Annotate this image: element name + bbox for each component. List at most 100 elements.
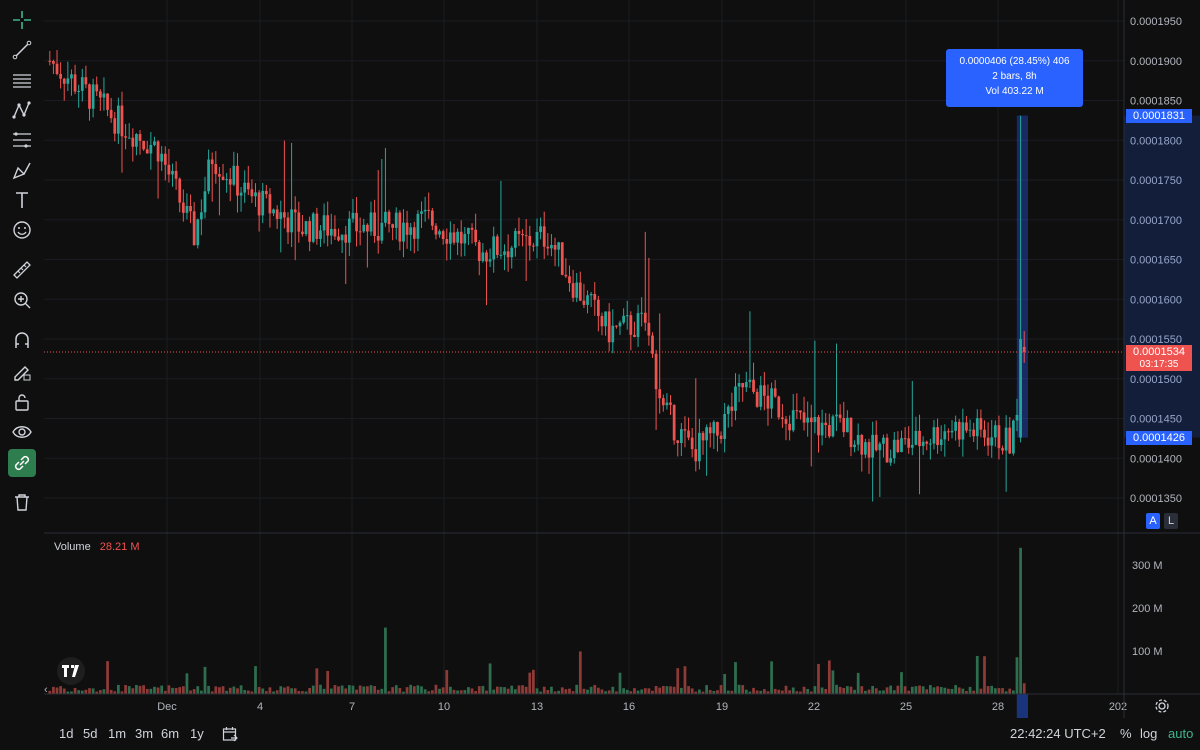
volume-bar <box>575 684 579 694</box>
time-tick-label: 202 <box>1109 701 1127 713</box>
magnet-tool[interactable] <box>8 326 36 354</box>
candle-body <box>842 417 846 433</box>
volume-bar <box>1008 688 1012 694</box>
tradingview-logo[interactable] <box>57 657 85 685</box>
range-5d[interactable]: 5d <box>83 726 98 741</box>
crosshair-tool[interactable] <box>8 6 36 34</box>
volume-bar <box>889 685 893 694</box>
volume-bar <box>416 685 420 694</box>
lock-drawing-tool[interactable] <box>8 358 36 386</box>
clock-timezone[interactable]: 22:42:24 UTC+2 <box>1010 726 1106 741</box>
text-tool[interactable] <box>8 186 36 214</box>
range-1y[interactable]: 1y <box>190 726 204 741</box>
candle-body <box>513 231 517 248</box>
candle-body <box>153 141 156 145</box>
auto-toggle[interactable]: auto <box>1168 726 1194 741</box>
candle-body <box>88 84 91 109</box>
link-tool[interactable] <box>8 449 36 477</box>
ruler-tool[interactable] <box>8 256 36 284</box>
candle-body <box>658 389 662 399</box>
volume-bar <box>452 689 456 694</box>
candle-body <box>957 421 961 440</box>
volume-bar <box>723 673 727 694</box>
candle-body <box>80 77 84 91</box>
volume-bar <box>70 691 73 694</box>
candle-body <box>499 254 503 256</box>
candle-body <box>925 441 929 444</box>
range-1m[interactable]: 1m <box>108 726 127 741</box>
horizontal-lines-tool[interactable] <box>8 66 36 94</box>
log-scale-button[interactable]: L <box>1164 513 1178 529</box>
candle-body <box>171 170 174 175</box>
candle-body <box>762 385 766 396</box>
trash-tool[interactable] <box>8 488 36 516</box>
candle-body <box>394 212 398 228</box>
candle-body <box>910 444 914 448</box>
volume-bar <box>59 686 63 694</box>
unlock-tool[interactable] <box>8 388 36 416</box>
fib-tool[interactable] <box>8 126 36 154</box>
candle-body <box>838 414 842 418</box>
volume-bar <box>301 691 304 694</box>
goto-date-icon[interactable] <box>222 726 238 742</box>
zoom-in-tool[interactable] <box>8 286 36 314</box>
volume-bar <box>366 686 369 694</box>
volume-bar <box>755 690 759 694</box>
volume-bar <box>513 689 517 694</box>
emoji-tool[interactable] <box>8 216 36 244</box>
candle-body <box>521 234 524 236</box>
auto-scale-button[interactable]: A <box>1146 513 1160 529</box>
measure-area[interactable] <box>1016 115 1028 438</box>
volume-bar <box>319 684 322 694</box>
candle-body <box>384 211 387 223</box>
volume-bar <box>95 691 99 694</box>
price-axis: 0.0001950 0.0001900 0.0001850 0.0001800 0.00… <box>1130 16 1182 505</box>
candle-body <box>636 313 640 337</box>
range-1d[interactable]: 1d <box>59 726 74 741</box>
candle-body <box>297 212 301 232</box>
candle-body <box>827 425 831 437</box>
range-6m[interactable]: 6m <box>161 726 180 741</box>
time-tick-label: Dec <box>157 701 177 713</box>
volume-bar <box>420 686 423 694</box>
volume-bar <box>954 685 957 694</box>
volume-bar <box>279 686 283 694</box>
candle-body <box>571 283 575 298</box>
pattern-tool[interactable] <box>8 96 36 124</box>
candle-body <box>918 430 921 447</box>
range-3m[interactable]: 3m <box>135 726 154 741</box>
candle-body <box>124 136 127 138</box>
volume-bar <box>228 687 232 694</box>
volume-bar <box>117 684 120 694</box>
brush-tool[interactable] <box>8 156 36 184</box>
volume-bar <box>409 684 413 694</box>
candle-body <box>445 238 449 244</box>
candle-body <box>246 182 250 190</box>
candle-body <box>174 170 178 179</box>
magnet-icon <box>15 332 29 348</box>
eye-tool[interactable] <box>8 418 36 446</box>
volume-bar <box>679 687 683 694</box>
candle-body <box>185 205 189 213</box>
candle-body <box>1019 339 1022 438</box>
candle-body <box>593 293 597 300</box>
volume-bar <box>741 685 745 694</box>
volume-bar <box>80 690 84 694</box>
volume-bar <box>734 662 737 694</box>
candle-body <box>95 84 99 92</box>
volume-bar <box>171 687 174 694</box>
candle-body <box>943 431 947 440</box>
candle-body <box>791 410 795 431</box>
volume-bar <box>925 689 929 694</box>
price-tick-label: 0.0001400 <box>1130 453 1182 465</box>
candle-body <box>542 226 546 247</box>
trend-line-tool[interactable] <box>8 36 36 64</box>
settings-icon[interactable] <box>1154 698 1170 714</box>
scroll-left-icon[interactable]: ‹ <box>44 684 48 696</box>
time-tick-label: 10 <box>438 701 450 713</box>
percent-toggle[interactable]: % <box>1120 726 1132 741</box>
log-toggle[interactable]: log <box>1140 726 1158 741</box>
price-tick-label: 0.0001450 <box>1130 414 1182 426</box>
candle-body <box>744 382 748 388</box>
